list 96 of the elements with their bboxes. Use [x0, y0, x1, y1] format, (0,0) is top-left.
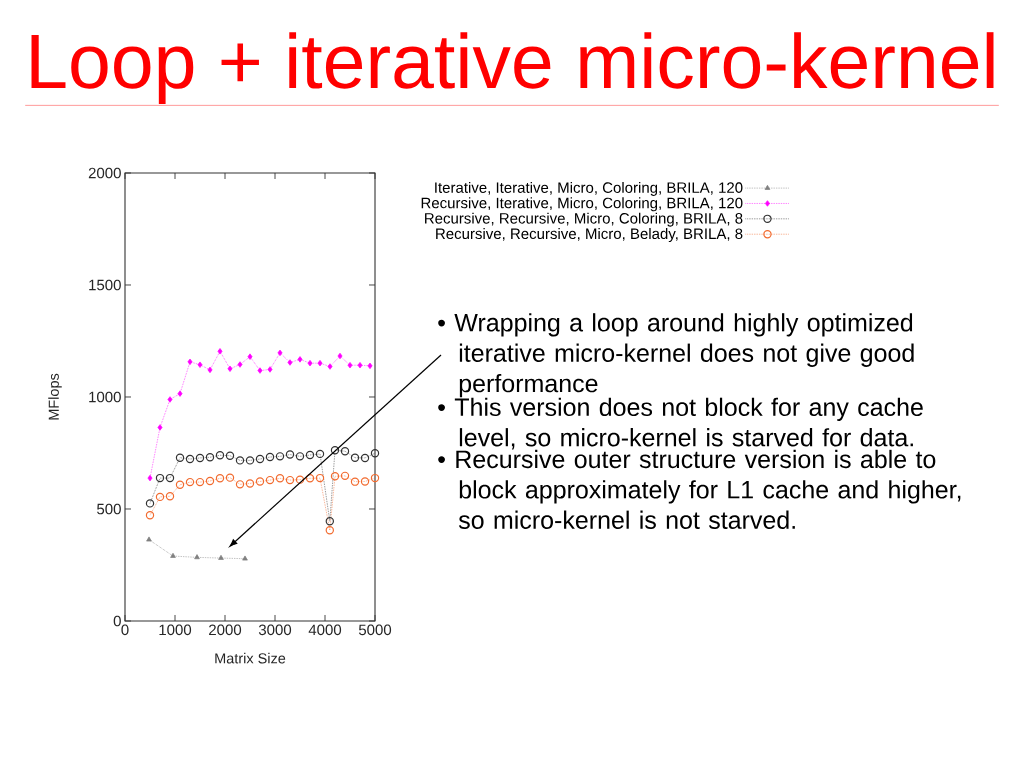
point: [145, 499, 155, 508]
point: [187, 358, 193, 365]
point: [297, 356, 303, 363]
point: [165, 473, 175, 483]
point: [215, 451, 225, 460]
point: [170, 552, 176, 558]
point: [155, 473, 165, 483]
point: [215, 474, 225, 483]
point: [340, 471, 350, 481]
y-tick-label: 1000: [89, 391, 121, 403]
point: [245, 456, 255, 465]
point: [157, 424, 163, 431]
point: [217, 348, 223, 355]
point: [360, 453, 370, 463]
point: [347, 362, 353, 369]
point: [255, 477, 265, 486]
point: [285, 475, 295, 485]
point: [295, 452, 305, 461]
point: [307, 360, 313, 367]
point: [194, 554, 200, 560]
point: [340, 447, 350, 456]
point: [145, 511, 155, 520]
legend-label: Recursive, Recursive, Micro, Coloring, BRILA, 8: [425, 212, 743, 227]
point: [357, 362, 363, 369]
x-tick-label: 3000: [258, 624, 292, 636]
y-tick-label: 1500: [89, 279, 121, 291]
x-axis-title: Matrix Size: [215, 652, 286, 664]
legend-label: Iterative, Iterative, Micro, Coloring, BRILA, 120: [435, 181, 743, 196]
point: [285, 450, 295, 459]
point: [195, 477, 205, 487]
point: [265, 452, 275, 462]
y-tick-label: 2000: [88, 167, 121, 179]
point: [370, 473, 380, 483]
x-tick-label: 0: [121, 624, 129, 636]
point: [185, 477, 195, 487]
point: [367, 362, 373, 370]
point: [207, 366, 213, 374]
point: [245, 479, 255, 488]
point: [330, 446, 340, 455]
x-tick-label: 1000: [159, 624, 192, 636]
chart-title: Loop + iterative micro-kernel: [31, 32, 994, 104]
point: [255, 454, 265, 464]
text: • This version does not block for any cache level, so micro-kernel is starved for data.: [438, 397, 923, 450]
point: [247, 353, 253, 360]
point: [185, 454, 195, 464]
legend-label: Recursive, Iterative, Micro, Coloring, BRILA, 120: [421, 197, 743, 212]
point: [175, 453, 185, 462]
x-tick-label: 2000: [209, 624, 242, 636]
point: [330, 472, 340, 481]
point: [275, 452, 285, 461]
point: [265, 475, 275, 485]
point: [325, 526, 334, 535]
point: [317, 360, 323, 367]
text: • Wrapping a loop around highly optimized iterative micro-kernel does not give good performance: [438, 313, 914, 398]
point: [218, 554, 224, 560]
point: [175, 480, 185, 489]
point: [225, 451, 235, 460]
point: [350, 477, 360, 486]
point: [327, 363, 333, 370]
point: [155, 492, 165, 502]
point: [235, 456, 245, 465]
point: [267, 366, 273, 373]
point: [197, 361, 203, 368]
point: [295, 475, 305, 484]
x-tick-label: 5000: [358, 624, 392, 636]
y-tick-label: 0: [113, 615, 121, 627]
point: [177, 390, 183, 397]
point: [360, 477, 370, 486]
point: [225, 473, 235, 482]
point: [147, 474, 153, 482]
point: [235, 480, 245, 489]
y-tick-label: 500: [97, 503, 121, 515]
point: [315, 449, 325, 459]
text: • Recursive outer structure version is able to block approximately for L1 cache and higher, so micro-kernel is not starved.: [438, 449, 961, 529]
point: [167, 396, 173, 403]
point: [257, 367, 263, 374]
x-tick-label: 4000: [308, 624, 342, 636]
point: [146, 536, 152, 542]
point: [242, 555, 248, 561]
legend-label: Recursive, Recursive, Micro, Belady, BRILA, 8: [436, 228, 743, 242]
point: [287, 359, 293, 366]
point: [315, 473, 325, 483]
point: [305, 450, 315, 460]
point: [237, 361, 243, 368]
point: [277, 349, 283, 357]
point: [205, 453, 215, 462]
y-axis-title: MFlops: [48, 373, 62, 420]
point: [370, 449, 380, 458]
point: [337, 352, 343, 360]
point: [325, 517, 334, 526]
point: [205, 476, 215, 486]
point: [275, 474, 285, 483]
point: [195, 453, 205, 463]
point: [350, 453, 360, 462]
point: [165, 492, 175, 501]
point: [227, 365, 233, 372]
